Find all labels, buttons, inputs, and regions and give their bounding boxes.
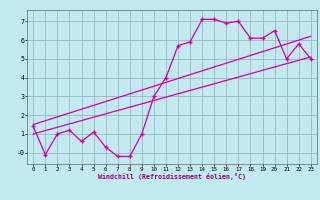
X-axis label: Windchill (Refroidissement éolien,°C): Windchill (Refroidissement éolien,°C) xyxy=(98,173,246,180)
